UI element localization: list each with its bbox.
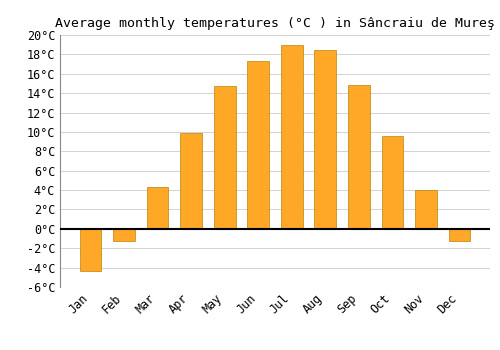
Bar xyxy=(180,133,202,229)
Bar xyxy=(314,50,336,229)
Bar xyxy=(448,229,470,241)
Bar xyxy=(113,229,135,241)
Bar xyxy=(214,86,236,229)
Bar xyxy=(248,61,269,229)
Bar xyxy=(80,229,102,271)
Bar xyxy=(382,136,404,229)
Bar xyxy=(281,45,302,229)
Bar xyxy=(146,187,169,229)
Bar xyxy=(348,85,370,229)
Title: Average monthly temperatures (°C ) in Sâncraiu de Mureş: Average monthly temperatures (°C ) in Sâ… xyxy=(55,17,495,30)
Bar xyxy=(415,190,437,229)
